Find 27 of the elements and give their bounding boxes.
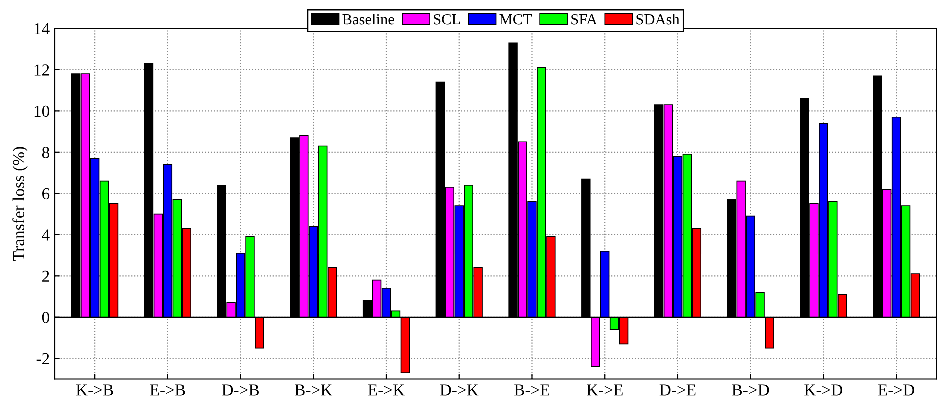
- y-tick-label: 0: [42, 312, 50, 324]
- y-tick-label: 8: [42, 147, 50, 158]
- y-tick-label: 2: [42, 270, 50, 282]
- x-tick-label: E->K: [368, 384, 405, 396]
- y-tick-label: 14: [34, 23, 50, 34]
- legend-label: MCT: [500, 14, 532, 25]
- y-tick-label: 10: [34, 106, 50, 118]
- x-tick-label: E->B: [150, 384, 186, 396]
- y-tick-label: 6: [42, 188, 50, 200]
- legend-label: SDAsh: [636, 14, 680, 25]
- x-tick-label: K->D: [804, 384, 843, 396]
- legend-label: Baseline: [342, 14, 394, 25]
- x-tick-label: D->E: [660, 384, 696, 396]
- x-tick-label: D->B: [222, 384, 260, 396]
- y-axis-title: Transfer loss (%): [12, 147, 28, 262]
- y-tick-label: 12: [34, 64, 50, 76]
- x-tick-label: E->D: [878, 384, 914, 396]
- y-tick-label: -2: [36, 353, 50, 364]
- x-tick-label: B->K: [295, 384, 333, 396]
- x-tick-label: K->E: [586, 384, 623, 396]
- x-tick-label: B->E: [514, 384, 550, 396]
- x-tick-label: D->K: [440, 384, 479, 396]
- legend-label: SCL: [434, 14, 460, 25]
- x-tick-label: B->D: [732, 384, 770, 396]
- x-tick-label: K->B: [76, 384, 114, 396]
- y-tick-label: 4: [42, 230, 50, 241]
- legend-label: SFA: [572, 14, 598, 25]
